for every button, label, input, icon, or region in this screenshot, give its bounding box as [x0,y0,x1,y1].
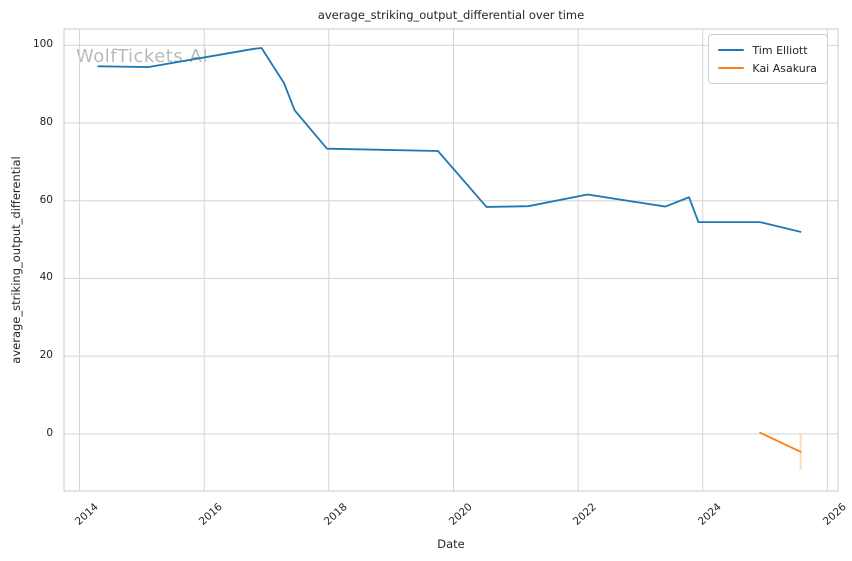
chart-title: average_striking_output_differential ove… [317,8,585,22]
y-tick-label: 0 [46,426,53,439]
y-tick-label: 40 [39,271,53,284]
legend-item-tim-elliott: Tim Elliott [718,41,817,59]
legend-item-kai-asakura: Kai Asakura [718,59,817,77]
y-tick-label: 60 [39,193,53,206]
series-line-kai-asakura [759,431,802,453]
legend-line-swatch-kai-asakura [718,66,745,70]
legend-label-tim-elliott: Tim Elliott [752,43,808,57]
y-tick-label: 20 [39,349,53,362]
legend-line-swatch-tim-elliott [718,48,745,52]
plot-border [63,28,839,492]
legend: Tim Elliott Kai Asakura [708,34,828,84]
y-tick-label: 100 [32,38,53,51]
x-axis-label: Date [437,537,465,551]
y-tick-label: 80 [39,116,53,129]
series-line-tim-elliott [97,47,802,233]
legend-label-kai-asakura: Kai Asakura [752,61,817,75]
